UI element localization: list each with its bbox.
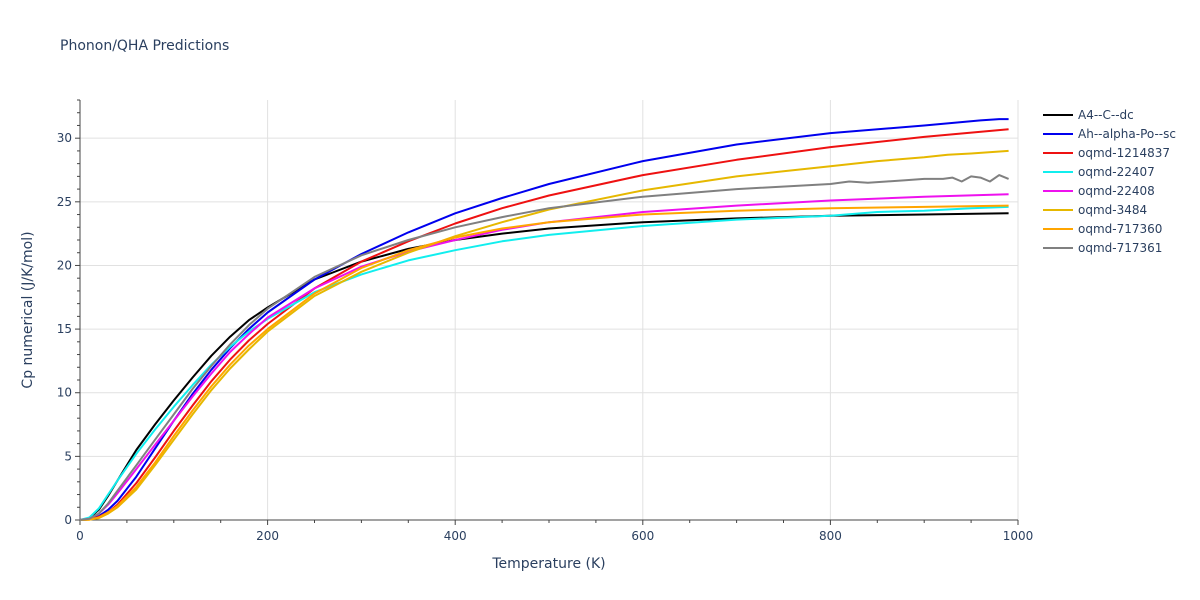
legend-item[interactable]: oqmd-1214837 xyxy=(1043,146,1170,160)
legend-label: oqmd-22407 xyxy=(1078,165,1155,179)
legend-label: oqmd-717361 xyxy=(1078,241,1162,255)
x-tick-label: 0 xyxy=(76,529,84,543)
legend-item[interactable]: oqmd-22407 xyxy=(1043,165,1155,179)
legend-item[interactable]: oqmd-22408 xyxy=(1043,184,1155,198)
series-line-Ah--alpha-Po--sc xyxy=(79,118,1009,521)
legend-item[interactable]: oqmd-717361 xyxy=(1043,241,1162,255)
series-line-oqmd-22407 xyxy=(79,205,1009,521)
legend-item[interactable]: oqmd-717360 xyxy=(1043,222,1162,236)
y-tick-label: 10 xyxy=(57,386,72,400)
x-tick-label: 200 xyxy=(256,529,279,543)
x-tick-label: 400 xyxy=(444,529,467,543)
y-tick-label: 15 xyxy=(57,322,72,336)
legend-label: A4--C--dc xyxy=(1078,108,1134,122)
legend-label: oqmd-3484 xyxy=(1078,203,1147,217)
y-tick-label: 20 xyxy=(57,258,72,272)
legend-label: oqmd-717360 xyxy=(1078,222,1162,236)
chart-title: Phonon/QHA Predictions xyxy=(60,38,229,54)
axes xyxy=(75,99,1019,525)
series-line-oqmd-3484 xyxy=(79,149,1009,521)
y-tick-label: 30 xyxy=(57,131,72,145)
x-tick-label: 1000 xyxy=(1003,529,1034,543)
series-line-oqmd-717361 xyxy=(79,174,1009,521)
y-tick-label: 0 xyxy=(64,513,72,527)
x-axis-label: Temperature (K) xyxy=(491,556,605,572)
x-tick-label: 800 xyxy=(819,529,842,543)
grid xyxy=(80,100,1019,520)
series-line-oqmd-1214837 xyxy=(79,128,1009,521)
legend-item[interactable]: oqmd-3484 xyxy=(1043,203,1147,217)
legend-label: oqmd-22408 xyxy=(1078,184,1155,198)
legend-label: Ah--alpha-Po--sc xyxy=(1078,127,1176,141)
series-lines xyxy=(79,118,1009,521)
y-tick-label: 5 xyxy=(64,449,72,463)
series-line-oqmd-717360 xyxy=(79,204,1009,521)
legend[interactable]: A4--C--dc Ah--alpha-Po--sc oqmd-1214837 oqm… xyxy=(1043,108,1176,255)
legend-item[interactable]: Ah--alpha-Po--sc xyxy=(1043,127,1176,141)
series-line-oqmd-22408 xyxy=(79,193,1009,521)
legend-item[interactable]: A4--C--dc xyxy=(1043,108,1134,122)
tick-labels: 0 200 400 600 800 1000 0 5 10 15 20 25 30 xyxy=(57,131,1034,543)
series-line-A4--C--dc xyxy=(79,212,1009,521)
y-tick-label: 25 xyxy=(57,195,72,209)
legend-label: oqmd-1214837 xyxy=(1078,146,1170,160)
y-axis-label: Cp numerical (J/K/mol) xyxy=(20,231,36,388)
x-tick-label: 600 xyxy=(631,529,654,543)
